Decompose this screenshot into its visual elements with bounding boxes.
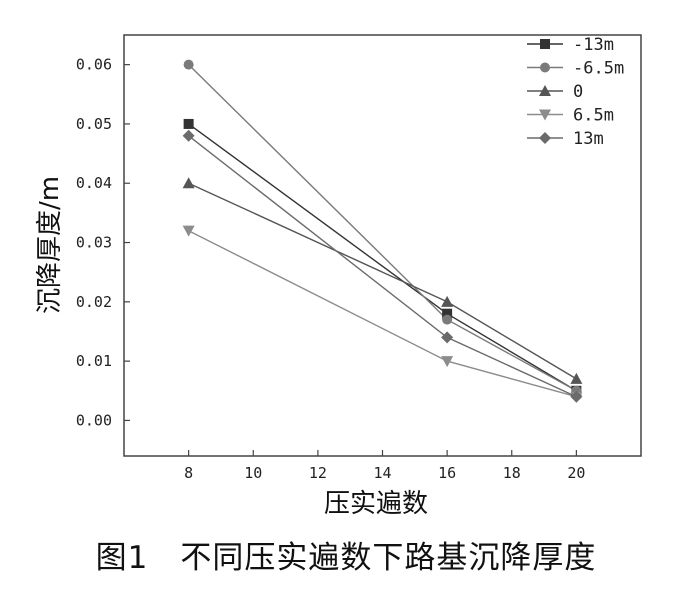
y-tick-label: 0.06 <box>76 56 112 74</box>
data-point <box>183 59 194 70</box>
series-markers <box>182 59 583 403</box>
legend-label: 6.5m <box>573 106 614 126</box>
data-point <box>442 308 453 319</box>
y-tick-label: 0.02 <box>76 293 112 311</box>
legend-label: 13m <box>573 129 604 149</box>
y-axis-title: 沉降厚度/m <box>35 176 65 314</box>
data-point <box>182 177 195 189</box>
data-point <box>182 225 195 237</box>
data-point <box>441 295 454 307</box>
x-tick-label: 8 <box>184 464 193 482</box>
y-tick-label: 0.01 <box>76 352 112 370</box>
data-point <box>570 372 583 384</box>
legend: -13m -6.5m 0 6.5m 13m <box>527 35 624 149</box>
data-point <box>441 331 454 344</box>
data-point <box>441 356 454 368</box>
x-tick-label: 16 <box>438 464 456 482</box>
line-chart: 0.00 0.01 0.02 0.03 0.04 0.05 0.06 8 10 12 14 16 18 2… <box>35 34 642 519</box>
legend-marker <box>540 39 550 49</box>
data-point <box>442 314 453 325</box>
axis-ticks: 0.00 0.01 0.02 0.03 0.04 0.05 0.06 8 10 12 14 16 18 2… <box>76 56 586 482</box>
legend-label: 0 <box>573 82 583 102</box>
data-point <box>182 129 195 142</box>
series-line <box>188 123 577 392</box>
x-tick-label: 10 <box>244 464 262 482</box>
y-tick-label: 0.05 <box>76 115 112 133</box>
legend-label: -13m <box>573 35 614 55</box>
x-tick-label: 14 <box>373 464 391 482</box>
y-tick-label: 0.00 <box>76 411 112 429</box>
x-axis-title: 压实遍数 <box>324 489 428 519</box>
legend-marker <box>540 62 550 73</box>
legend-marker <box>539 109 551 121</box>
legend-marker <box>539 85 551 96</box>
legend-label: -6.5m <box>573 59 624 79</box>
data-point <box>570 390 583 403</box>
x-tick-label: 12 <box>309 464 327 482</box>
data-point <box>183 118 194 129</box>
series-line <box>188 64 577 392</box>
series-line <box>188 182 577 380</box>
x-tick-label: 20 <box>567 464 585 482</box>
y-tick-label: 0.03 <box>76 234 112 252</box>
legend-marker <box>539 132 551 144</box>
series-lines <box>188 64 577 398</box>
x-tick-label: 18 <box>503 464 521 482</box>
y-tick-label: 0.04 <box>76 174 112 192</box>
figure-caption: 图1 不同压实遍数下路基沉降厚度 <box>95 540 597 576</box>
